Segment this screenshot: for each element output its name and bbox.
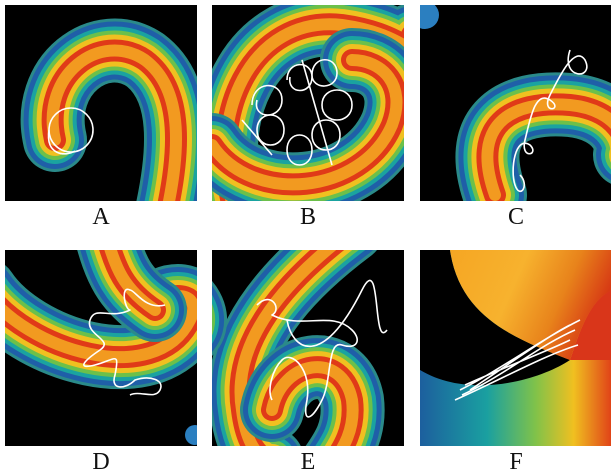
panel-label: B	[300, 204, 316, 230]
panel-label: F	[509, 449, 522, 474]
panel-e	[172, 230, 404, 474]
panel-label: A	[92, 204, 110, 230]
panel-label: D	[92, 449, 109, 474]
panel-label: E	[301, 449, 316, 474]
panel-a	[5, 5, 197, 220]
panel-f	[420, 250, 611, 446]
panel-label: C	[508, 204, 524, 230]
panel-b	[212, 5, 412, 220]
figure: A B C D E F	[0, 0, 611, 474]
panel-d	[0, 230, 205, 446]
panel-c	[411, 1, 611, 201]
